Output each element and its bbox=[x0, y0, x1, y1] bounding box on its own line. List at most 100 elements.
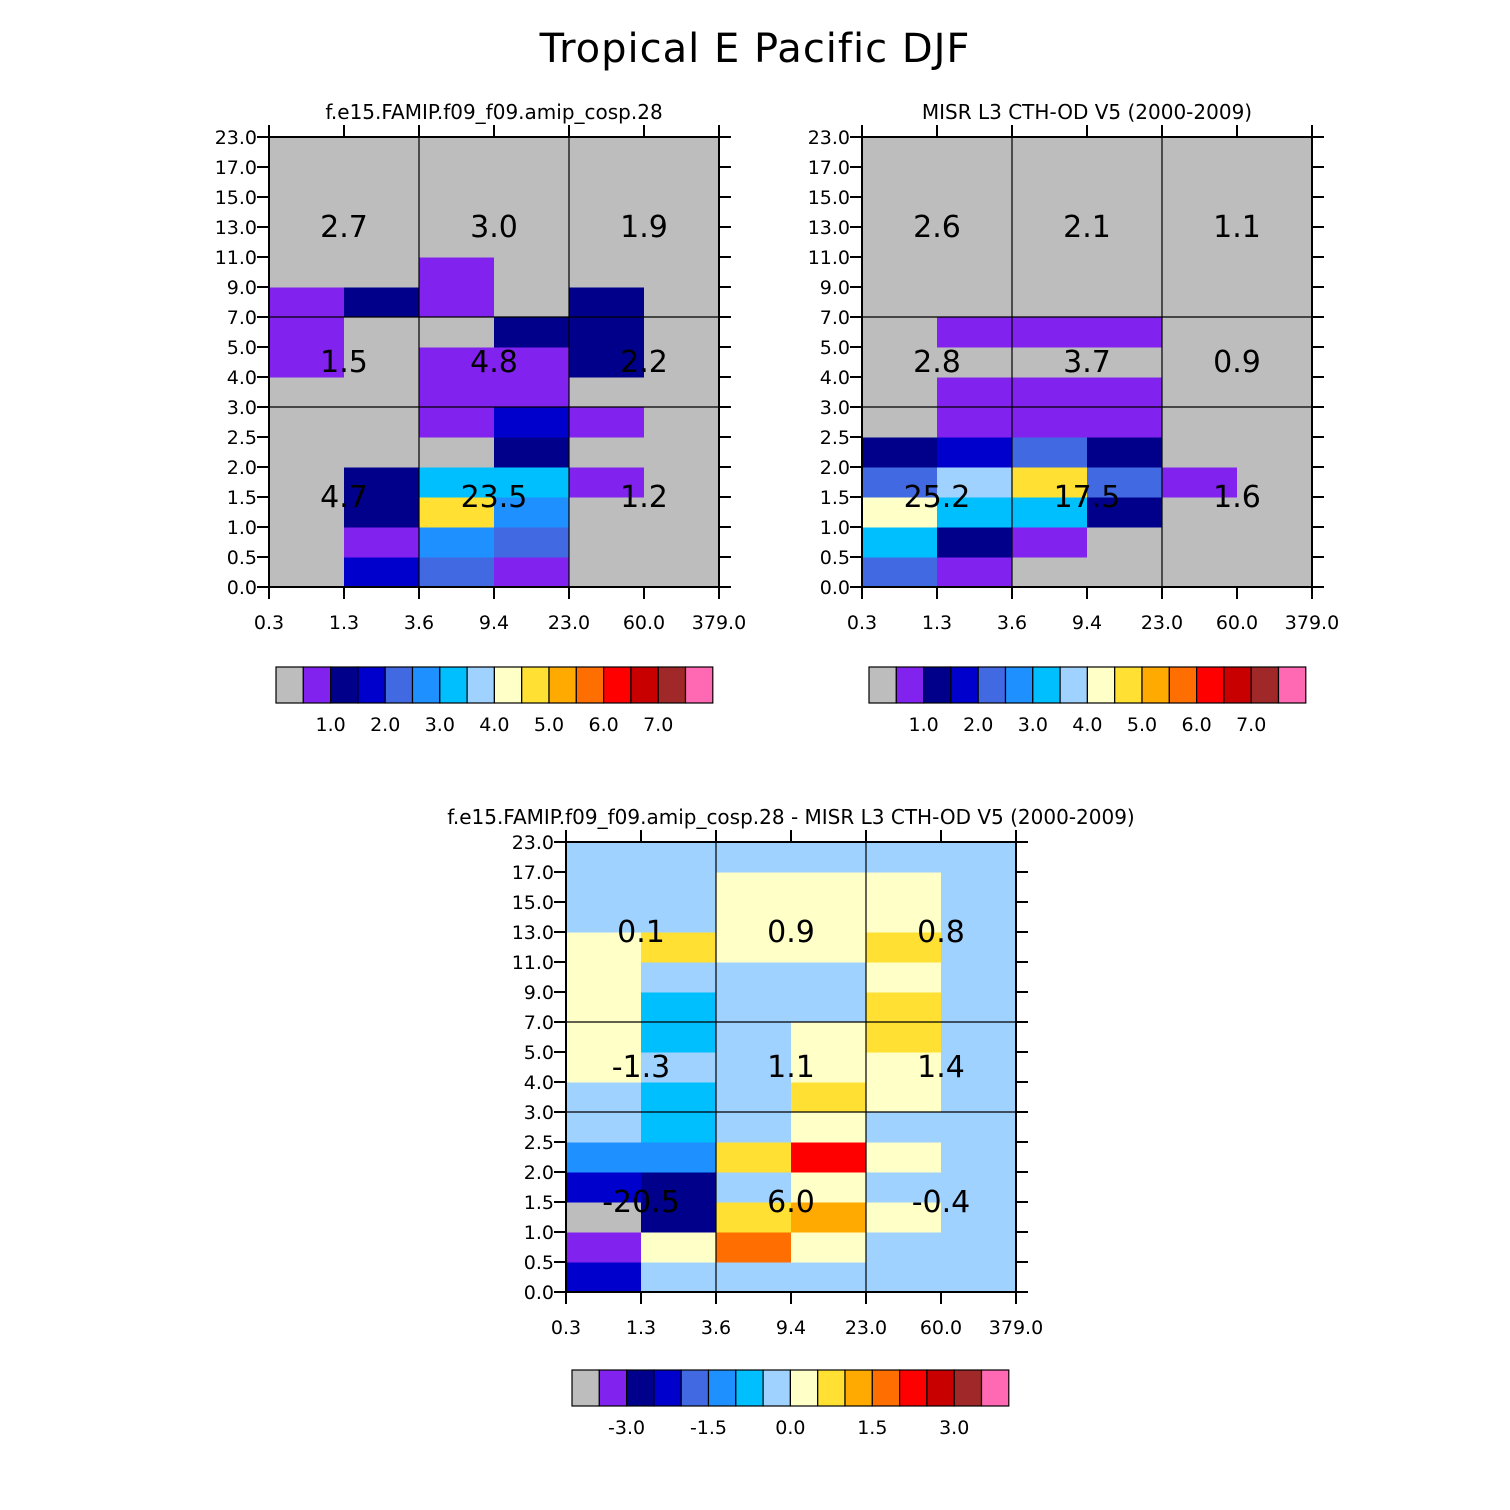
heatmap-cell bbox=[941, 932, 1017, 963]
heatmap-cell bbox=[866, 992, 942, 1023]
heatmap-cell bbox=[419, 377, 495, 408]
colorbar-label: 7.0 bbox=[1236, 714, 1266, 736]
heatmap-cell bbox=[344, 257, 420, 288]
heatmap-cell bbox=[791, 1172, 867, 1203]
colorbar-swatch bbox=[1059, 666, 1088, 704]
heatmap-cell bbox=[941, 1232, 1017, 1263]
heatmap-cell bbox=[569, 347, 645, 378]
heatmap-cell bbox=[566, 842, 642, 873]
colorbar-swatch bbox=[466, 666, 496, 704]
heatmap-cell bbox=[641, 1232, 717, 1263]
heatmap-cell bbox=[937, 557, 1013, 588]
heatmap-cell bbox=[791, 1232, 867, 1263]
heatmap-cell bbox=[866, 962, 942, 993]
heatmap-cell bbox=[941, 1112, 1017, 1143]
heatmap-cell bbox=[1162, 317, 1238, 348]
heatmap-cell bbox=[419, 467, 495, 498]
y-tick-label: 3.0 bbox=[820, 397, 850, 419]
heatmap-cell bbox=[941, 962, 1017, 993]
heatmap-cell bbox=[644, 497, 720, 528]
y-tick-label: 9.0 bbox=[227, 277, 257, 299]
heatmap-cell bbox=[866, 1022, 942, 1053]
heatmap-cell bbox=[566, 1112, 642, 1143]
heatmap-cell bbox=[569, 407, 645, 438]
heatmap-cell bbox=[269, 467, 345, 498]
heatmap-cell bbox=[641, 1022, 717, 1053]
heatmap-cell bbox=[644, 137, 720, 168]
heatmap-cell bbox=[937, 347, 1013, 378]
block-summary-value: -20.5 bbox=[602, 1185, 680, 1220]
y-tick-label: 7.0 bbox=[227, 307, 257, 329]
heatmap-cell bbox=[862, 347, 938, 378]
heatmap-cell bbox=[344, 227, 420, 258]
heatmap-cell bbox=[1087, 317, 1163, 348]
heatmap-cell bbox=[1087, 287, 1163, 318]
panel-title: f.e15.FAMIP.f09_f09.amip_cosp.28 bbox=[325, 100, 662, 124]
colorbar-label: -3.0 bbox=[608, 1417, 645, 1439]
heatmap-cell bbox=[1162, 557, 1238, 588]
colorbar-label: 2.0 bbox=[963, 714, 993, 736]
y-tick-label: 0.5 bbox=[820, 547, 850, 569]
y-tick-label: 5.0 bbox=[227, 337, 257, 359]
colorbar-swatch bbox=[548, 666, 577, 704]
heatmap-cell bbox=[716, 932, 792, 963]
heatmap-cell bbox=[1087, 497, 1163, 528]
colorbar-label: 1.0 bbox=[908, 714, 938, 736]
colorbar-swatch bbox=[735, 1369, 764, 1407]
heatmap-cell bbox=[937, 287, 1013, 318]
block-summary-value: 2.1 bbox=[1063, 210, 1111, 245]
heatmap-cell bbox=[1237, 377, 1313, 408]
heatmap-cell bbox=[344, 197, 420, 228]
heatmap-cell bbox=[494, 407, 570, 438]
heatmap-cell bbox=[862, 527, 938, 558]
colorbar-swatch bbox=[571, 1369, 600, 1407]
heatmap-cell bbox=[494, 257, 570, 288]
heatmap-cell bbox=[344, 467, 420, 498]
heatmap-cell bbox=[862, 197, 938, 228]
colorbar-label: 4.0 bbox=[479, 714, 509, 736]
colorbar-label: -1.5 bbox=[690, 1417, 727, 1439]
block-summary-value: 3.7 bbox=[1063, 345, 1111, 380]
y-tick-label: 4.0 bbox=[227, 367, 257, 389]
heatmap-cell bbox=[1237, 557, 1313, 588]
heatmap-cell bbox=[862, 227, 938, 258]
heatmap-cell bbox=[269, 557, 345, 588]
block-summary-value: 3.0 bbox=[470, 210, 518, 245]
heatmap-cell bbox=[269, 377, 345, 408]
y-tick-label: 2.0 bbox=[524, 1162, 554, 1184]
heatmap-cell bbox=[269, 137, 345, 168]
heatmap-cell bbox=[1162, 137, 1238, 168]
heatmap-cell bbox=[791, 1022, 867, 1053]
heatmap-cell bbox=[791, 932, 867, 963]
heatmap-cell bbox=[937, 137, 1013, 168]
block-summary-value: -1.3 bbox=[612, 1050, 671, 1085]
heatmap-cell bbox=[1162, 377, 1238, 408]
heatmap-cell bbox=[1012, 227, 1088, 258]
heatmap-cell bbox=[862, 467, 938, 498]
x-tick-label: 9.4 bbox=[776, 1317, 806, 1339]
colorbar-label: 3.0 bbox=[1018, 714, 1048, 736]
heatmap-cell bbox=[641, 932, 717, 963]
heatmap-cell bbox=[419, 137, 495, 168]
colorbar-label: 5.0 bbox=[1127, 714, 1157, 736]
heatmap-cell bbox=[419, 257, 495, 288]
heatmap-cell bbox=[566, 1022, 642, 1053]
heatmap-cell bbox=[569, 287, 645, 318]
heatmap-cell bbox=[419, 227, 495, 258]
y-tick-label: 13.0 bbox=[512, 922, 554, 944]
heatmap-cell bbox=[1162, 437, 1238, 468]
heatmap-cell bbox=[791, 872, 867, 903]
heatmap-cell bbox=[1087, 407, 1163, 438]
heatmap-cell bbox=[941, 1022, 1017, 1053]
heatmap-cell bbox=[941, 1202, 1017, 1233]
y-tick-label: 2.5 bbox=[820, 427, 850, 449]
colorbar-swatch bbox=[1195, 666, 1225, 704]
heatmap-cell bbox=[716, 1262, 792, 1293]
heatmap-cell bbox=[641, 1172, 717, 1203]
heatmap-cell bbox=[862, 287, 938, 318]
block-summary-value: 2.8 bbox=[913, 345, 961, 380]
heatmap-cell bbox=[1012, 287, 1088, 318]
block-summary-value: 0.8 bbox=[917, 915, 965, 950]
block-summary-value: 4.8 bbox=[470, 345, 518, 380]
heatmap-cell bbox=[937, 497, 1013, 528]
